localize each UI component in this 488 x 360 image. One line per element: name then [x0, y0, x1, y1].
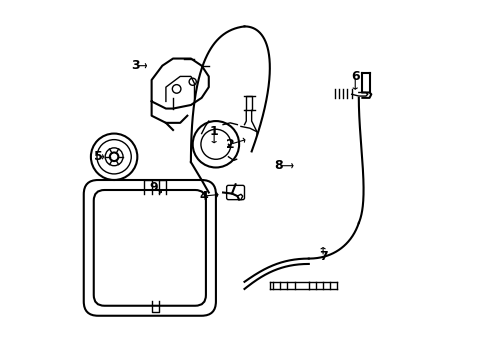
Text: 6: 6 [350, 70, 359, 83]
Text: 5: 5 [94, 150, 102, 163]
Text: 1: 1 [209, 125, 218, 138]
Text: 2: 2 [225, 138, 234, 151]
Text: 7: 7 [318, 250, 327, 263]
Text: 4: 4 [199, 190, 207, 203]
Text: 9: 9 [149, 181, 158, 194]
Text: 8: 8 [274, 159, 282, 172]
Text: 3: 3 [131, 59, 140, 72]
